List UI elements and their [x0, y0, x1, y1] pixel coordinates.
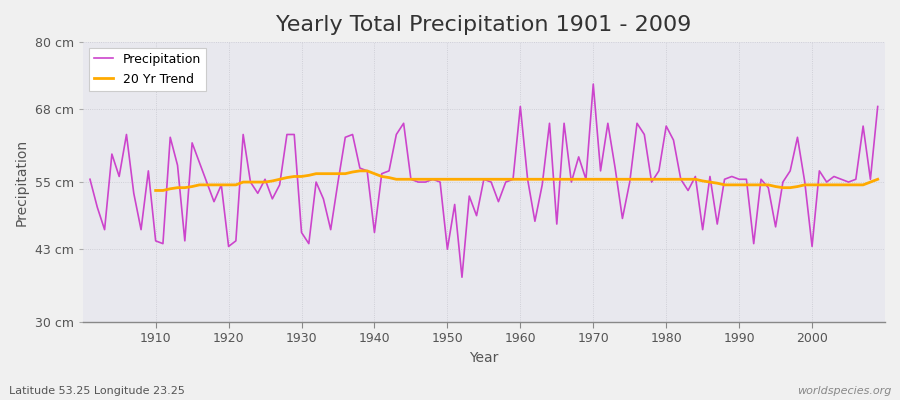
Legend: Precipitation, 20 Yr Trend: Precipitation, 20 Yr Trend	[89, 48, 206, 91]
Precipitation	[143, 168, 154, 173]
Precipitation	[456, 275, 467, 280]
Line: 20 Yr Trend: 20 Yr Trend	[156, 171, 878, 190]
Y-axis label: Precipitation: Precipitation	[15, 138, 29, 226]
20 Yr Trend	[872, 177, 883, 182]
20 Yr Trend	[529, 177, 540, 182]
Precipitation	[85, 177, 95, 182]
Precipitation	[617, 216, 628, 221]
Precipitation	[588, 82, 598, 86]
20 Yr Trend	[843, 182, 854, 187]
Precipitation	[872, 104, 883, 109]
20 Yr Trend	[355, 168, 365, 173]
20 Yr Trend	[289, 174, 300, 179]
20 Yr Trend	[588, 177, 598, 182]
20 Yr Trend	[150, 188, 161, 193]
Precipitation	[303, 241, 314, 246]
20 Yr Trend	[822, 182, 832, 187]
Precipitation	[515, 104, 526, 109]
Text: Latitude 53.25 Longitude 23.25: Latitude 53.25 Longitude 23.25	[9, 386, 184, 396]
Precipitation	[347, 132, 358, 137]
Title: Yearly Total Precipitation 1901 - 2009: Yearly Total Precipitation 1901 - 2009	[276, 15, 691, 35]
20 Yr Trend	[318, 171, 328, 176]
Precipitation	[522, 177, 533, 182]
Text: worldspecies.org: worldspecies.org	[796, 386, 891, 396]
Line: Precipitation: Precipitation	[90, 84, 878, 277]
X-axis label: Year: Year	[469, 351, 499, 365]
